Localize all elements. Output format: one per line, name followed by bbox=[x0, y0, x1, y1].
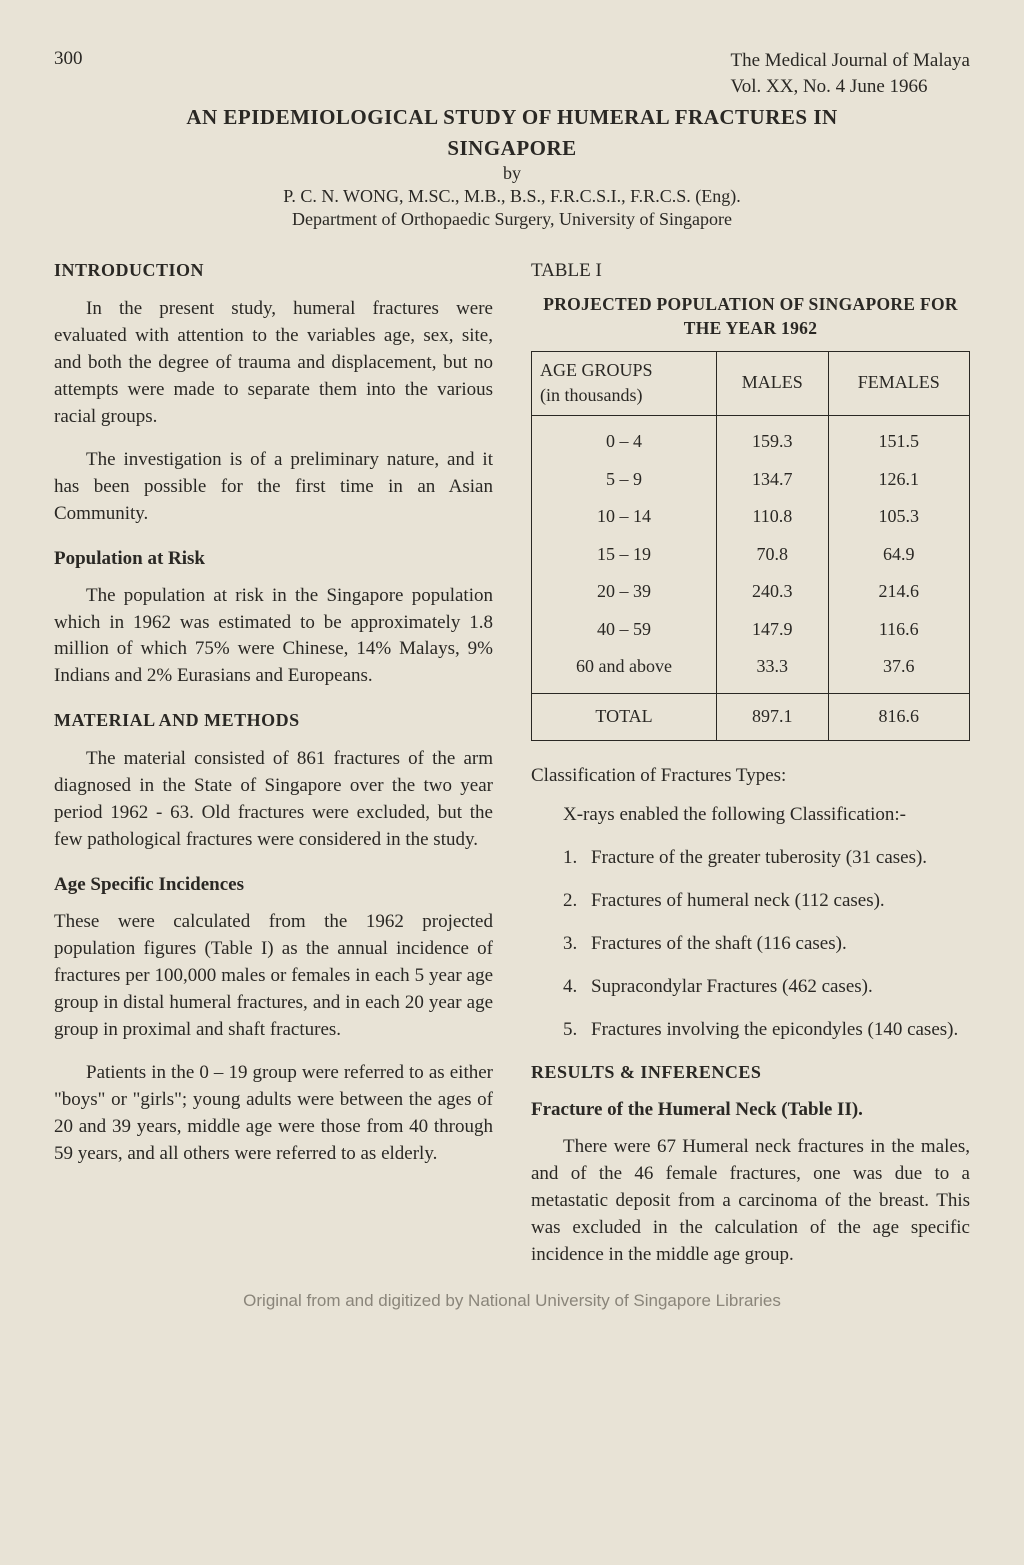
cell-age: 5 – 9 bbox=[532, 461, 717, 499]
item-number: 1. bbox=[563, 845, 591, 872]
cell-males: 134.7 bbox=[717, 461, 828, 499]
age-specific-heading: Age Specific Incidences bbox=[54, 872, 493, 899]
cell-age: 60 and above bbox=[532, 648, 717, 686]
population-paragraph: The population at risk in the Singapore … bbox=[54, 583, 493, 691]
total-label: TOTAL bbox=[532, 694, 717, 741]
item-text: Fractures of humeral neck (112 cases). bbox=[591, 888, 970, 915]
list-item: 3.Fractures of the shaft (116 cases). bbox=[563, 931, 970, 958]
table-row: 0 – 4159.3151.5 bbox=[532, 423, 970, 461]
cell-males: 240.3 bbox=[717, 573, 828, 611]
intro-paragraph-2: The investigation is of a preliminary na… bbox=[54, 447, 493, 528]
cell-age: 10 – 14 bbox=[532, 498, 717, 536]
results-heading: RESULTS & INFERENCES bbox=[531, 1060, 970, 1086]
results-paragraph: There were 67 Humeral neck fractures in … bbox=[531, 1134, 970, 1269]
list-item: 4.Supracondylar Fractures (462 cases). bbox=[563, 974, 970, 1001]
material-paragraph: The material consisted of 861 fractures … bbox=[54, 746, 493, 854]
table-row: 5 – 9134.7126.1 bbox=[532, 461, 970, 499]
table-1-caption: PROJECTED POPULATION OF SINGAPORE FOR TH… bbox=[531, 293, 970, 340]
population-at-risk-heading: Population at Risk bbox=[54, 546, 493, 573]
journal-info: The Medical Journal of Malaya Vol. XX, N… bbox=[730, 48, 970, 99]
author-line: P. C. N. WONG, M.SC., M.B., B.S., F.R.C.… bbox=[54, 186, 970, 207]
cell-age: 15 – 19 bbox=[532, 536, 717, 574]
cell-females: 64.9 bbox=[828, 536, 969, 574]
department-line: Department of Orthopaedic Surgery, Unive… bbox=[54, 209, 970, 230]
table-row: 20 – 39240.3214.6 bbox=[532, 573, 970, 611]
cell-age: 0 – 4 bbox=[532, 423, 717, 461]
classification-heading: Classification of Fractures Types: bbox=[531, 763, 970, 790]
item-text: Fractures involving the epicondyles (140… bbox=[591, 1017, 970, 1044]
cell-females: 151.5 bbox=[828, 423, 969, 461]
cell-age: 20 – 39 bbox=[532, 573, 717, 611]
table-total-row: TOTAL 897.1 816.6 bbox=[532, 694, 970, 741]
item-text: Fractures of the shaft (116 cases). bbox=[591, 931, 970, 958]
item-text: Fracture of the greater tuberosity (31 c… bbox=[591, 845, 970, 872]
cell-females: 37.6 bbox=[828, 648, 969, 686]
table-row: 60 and above33.337.6 bbox=[532, 648, 970, 686]
page-number: 300 bbox=[54, 48, 83, 99]
cell-females: 214.6 bbox=[828, 573, 969, 611]
classification-list: 1.Fracture of the greater tuberosity (31… bbox=[531, 845, 970, 1044]
table-1-label: TABLE I bbox=[531, 258, 970, 285]
introduction-heading: INTRODUCTION bbox=[54, 258, 493, 284]
item-number: 5. bbox=[563, 1017, 591, 1044]
cell-females: 126.1 bbox=[828, 461, 969, 499]
population-table: AGE GROUPS (in thousands) MALES FEMALES … bbox=[531, 351, 970, 741]
right-column: TABLE I PROJECTED POPULATION OF SINGAPOR… bbox=[531, 258, 970, 1285]
classification-intro: X-rays enabled the following Classificat… bbox=[531, 802, 970, 829]
journal-issue: Vol. XX, No. 4 June 1966 bbox=[730, 74, 970, 100]
cell-females: 105.3 bbox=[828, 498, 969, 536]
item-text: Supracondylar Fractures (462 cases). bbox=[591, 974, 970, 1001]
table-header-row: AGE GROUPS (in thousands) MALES FEMALES bbox=[532, 351, 970, 415]
material-methods-heading: MATERIAL AND METHODS bbox=[54, 708, 493, 734]
col-age-header: AGE GROUPS (in thousands) bbox=[532, 351, 717, 415]
list-item: 5.Fractures involving the epicondyles (1… bbox=[563, 1017, 970, 1044]
col-age-header-l1: AGE GROUPS bbox=[540, 358, 708, 384]
intro-paragraph-1: In the present study, humeral fractures … bbox=[54, 296, 493, 431]
table-row: 40 – 59147.9116.6 bbox=[532, 611, 970, 649]
age-specific-paragraph-1: These were calculated from the 1962 proj… bbox=[54, 909, 493, 1044]
item-number: 2. bbox=[563, 888, 591, 915]
results-subheading: Fracture of the Humeral Neck (Table II). bbox=[531, 1097, 970, 1124]
total-females: 816.6 bbox=[828, 694, 969, 741]
item-number: 3. bbox=[563, 931, 591, 958]
table-row: 10 – 14110.8105.3 bbox=[532, 498, 970, 536]
col-males-header: MALES bbox=[717, 351, 828, 415]
digitization-footer: Original from and digitized by National … bbox=[54, 1291, 970, 1311]
cell-males: 33.3 bbox=[717, 648, 828, 686]
cell-males: 70.8 bbox=[717, 536, 828, 574]
cell-males: 147.9 bbox=[717, 611, 828, 649]
journal-name: The Medical Journal of Malaya bbox=[730, 48, 970, 74]
cell-males: 159.3 bbox=[717, 423, 828, 461]
col-females-header: FEMALES bbox=[828, 351, 969, 415]
cell-females: 116.6 bbox=[828, 611, 969, 649]
paper-title-line1: AN EPIDEMIOLOGICAL STUDY OF HUMERAL FRAC… bbox=[54, 105, 970, 130]
col-age-header-l2: (in thousands) bbox=[540, 383, 708, 409]
total-males: 897.1 bbox=[717, 694, 828, 741]
table-row: 15 – 1970.864.9 bbox=[532, 536, 970, 574]
list-item: 2.Fractures of humeral neck (112 cases). bbox=[563, 888, 970, 915]
list-item: 1.Fracture of the greater tuberosity (31… bbox=[563, 845, 970, 872]
cell-age: 40 – 59 bbox=[532, 611, 717, 649]
paper-title-line2: SINGAPORE bbox=[54, 136, 970, 161]
cell-males: 110.8 bbox=[717, 498, 828, 536]
item-number: 4. bbox=[563, 974, 591, 1001]
age-specific-paragraph-2: Patients in the 0 – 19 group were referr… bbox=[54, 1060, 493, 1168]
byline: by bbox=[54, 163, 970, 184]
left-column: INTRODUCTION In the present study, humer… bbox=[54, 258, 493, 1285]
